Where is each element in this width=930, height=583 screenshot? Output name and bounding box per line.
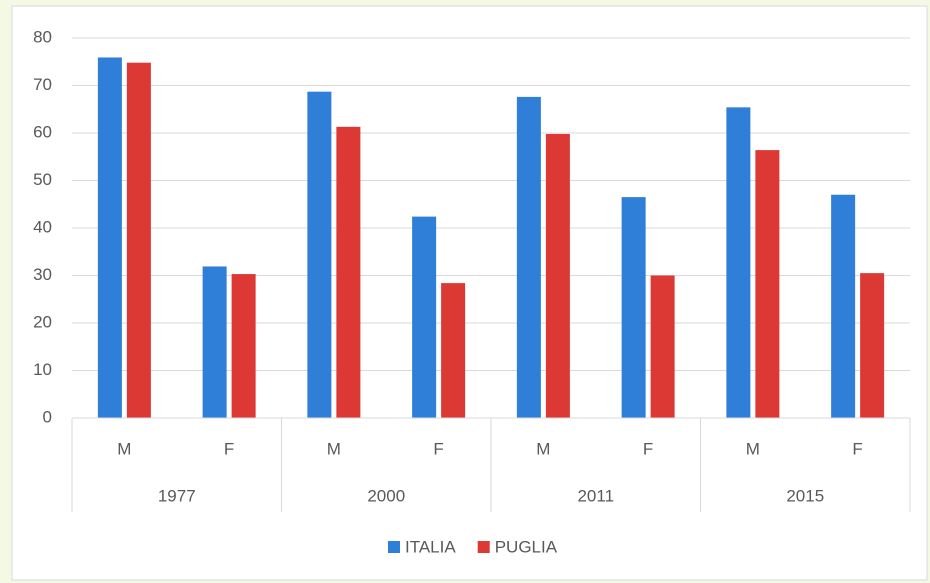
- x-tick-label: M: [536, 439, 550, 458]
- y-tick-label: 0: [43, 407, 52, 426]
- y-tick-label: 60: [33, 122, 52, 141]
- bar: [97, 57, 122, 418]
- x-tick-label: F: [433, 439, 443, 458]
- y-tick-label: 20: [33, 312, 52, 331]
- x-tick-label: M: [746, 439, 760, 458]
- y-tick-label: 70: [33, 75, 52, 94]
- x-tick-label: M: [327, 439, 341, 458]
- y-tick-label: 40: [33, 217, 52, 236]
- y-tick-label: 30: [33, 265, 52, 284]
- y-tick-label: 80: [33, 27, 52, 46]
- legend-label: ITALIA: [405, 537, 456, 556]
- legend-swatch: [388, 541, 400, 553]
- bar: [307, 91, 332, 419]
- bar: [726, 107, 751, 418]
- bar: [441, 283, 466, 418]
- x-tick-label: M: [117, 439, 131, 458]
- bar: [621, 197, 646, 418]
- group-label: 1977: [158, 486, 196, 505]
- y-tick-label: 50: [33, 170, 52, 189]
- bar: [650, 275, 675, 418]
- group-label: 2011: [577, 486, 614, 505]
- x-tick-label: F: [224, 439, 234, 458]
- bar: [831, 194, 856, 418]
- group-label: 2015: [786, 486, 824, 505]
- x-tick-label: F: [852, 439, 862, 458]
- bar: [412, 216, 437, 418]
- bar: [545, 133, 570, 418]
- bar: [336, 126, 361, 418]
- bar: [860, 273, 885, 418]
- bar: [516, 96, 541, 419]
- y-tick-label: 10: [33, 360, 52, 379]
- bar: [202, 266, 227, 418]
- bar: [755, 150, 780, 418]
- bar: [126, 62, 151, 418]
- bar: [231, 274, 256, 418]
- x-tick-label: F: [643, 439, 653, 458]
- legend-swatch: [477, 541, 490, 553]
- group-label: 2000: [367, 486, 405, 505]
- legend-label: PUGLIA: [495, 537, 558, 556]
